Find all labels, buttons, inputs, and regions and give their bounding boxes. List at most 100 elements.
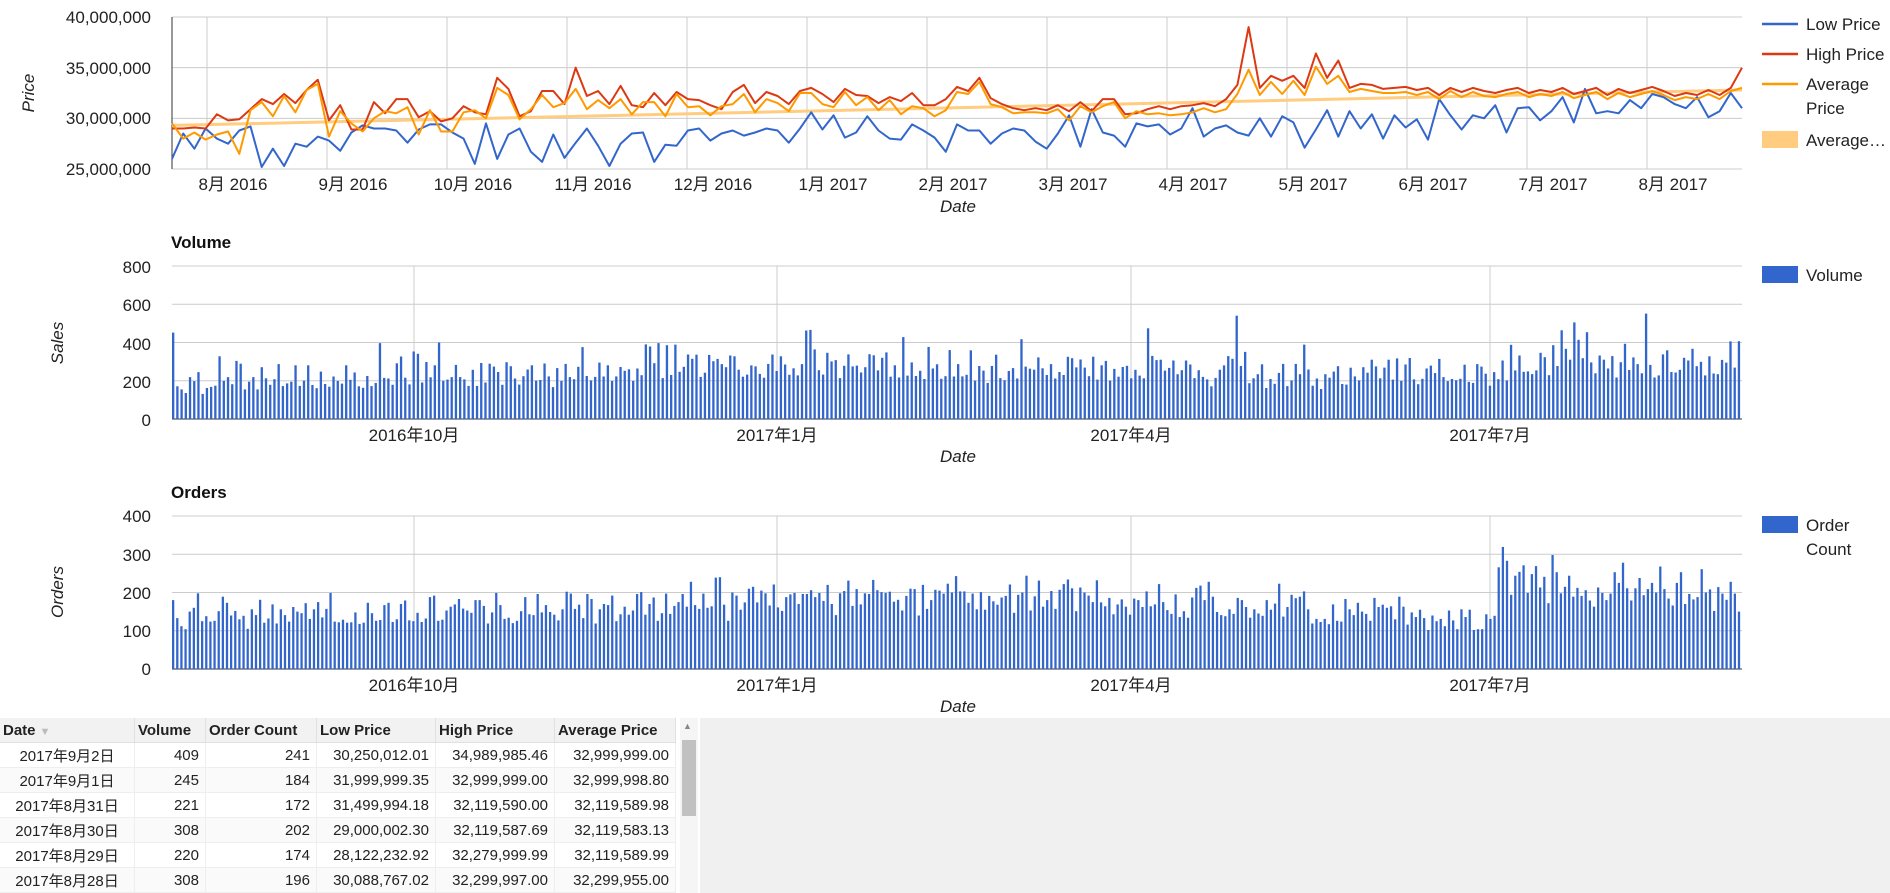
orders-bar	[1075, 611, 1078, 669]
volume-bar	[247, 381, 251, 419]
table-row[interactable]: 2017年8月29日 220 174 28,122,232.92 32,279,…	[0, 842, 676, 868]
volume-bar	[1243, 351, 1247, 419]
orders-bar	[1414, 617, 1418, 669]
legend-item-high-price[interactable]: High Price	[1762, 45, 1884, 64]
orders-bar	[760, 590, 763, 669]
volume-bar	[1332, 371, 1335, 419]
orders-bar	[934, 589, 937, 669]
orders-bar	[1186, 617, 1190, 669]
orders-bar	[544, 605, 548, 669]
orders-bar	[337, 622, 340, 669]
legend-item-average-trend[interactable]: Average…	[1762, 131, 1886, 150]
orders-bar	[880, 592, 883, 669]
volume-bar	[340, 383, 344, 419]
volume-bar	[1640, 373, 1644, 419]
orders-bar	[395, 619, 398, 669]
volume-bar	[615, 376, 618, 419]
volume-bar	[1130, 378, 1133, 419]
orders-bar	[1650, 582, 1654, 669]
orders-bar	[209, 621, 212, 669]
scrollbar-thumb[interactable]	[682, 740, 696, 816]
volume-bar	[1417, 384, 1420, 419]
volume-bar	[627, 369, 631, 419]
orders-bar	[776, 607, 780, 669]
volume-bar	[982, 370, 985, 419]
table-row[interactable]: 2017年8月31日 221 172 31,499,994.18 32,119,…	[0, 792, 676, 818]
orders-bar	[1489, 618, 1492, 669]
legend-item-average-price[interactable]: Average Price	[1762, 75, 1874, 118]
orders-bar	[466, 610, 469, 669]
volume-bar	[1113, 368, 1116, 419]
orders-bar	[1050, 591, 1053, 669]
orders-bar	[1460, 609, 1463, 669]
table-scrollbar[interactable]: ▲	[680, 718, 698, 893]
volume-bar	[758, 373, 761, 419]
volume-bar	[868, 354, 871, 419]
volume-bar	[792, 368, 795, 419]
orders-bar	[673, 605, 676, 669]
column-header-order-count[interactable]: Order Count	[205, 718, 317, 743]
column-header-high-price[interactable]: High Price	[435, 718, 555, 743]
orders-bar	[1257, 613, 1260, 669]
orders-bar	[1481, 629, 1484, 669]
orders-bar	[892, 601, 896, 669]
orders-bar	[1617, 582, 1621, 669]
volume-bar	[1720, 359, 1724, 419]
column-header-average-price[interactable]: Average Price	[554, 718, 676, 743]
volume-bar	[1016, 378, 1019, 419]
orders-bar	[710, 606, 713, 669]
volume-bar	[1370, 359, 1373, 419]
orders-legend[interactable]: Order Count	[1762, 516, 1854, 559]
column-header-low-price[interactable]: Low Price	[316, 718, 436, 743]
orders-bar	[279, 609, 282, 669]
column-header-volume[interactable]: Volume	[134, 718, 206, 743]
orders-x-tick-label: 2017年4月	[1090, 676, 1171, 695]
volume-bar	[1096, 379, 1099, 419]
volume-bar	[779, 356, 783, 419]
cell-average-price: 32,119,589.98	[554, 792, 676, 818]
volume-bar	[572, 379, 576, 419]
scroll-up-icon[interactable]: ▲	[683, 721, 692, 731]
table-row[interactable]: 2017年9月2日 409 241 30,250,012.01 34,989,9…	[0, 742, 676, 768]
volume-bar	[1087, 376, 1091, 419]
volume-bar	[767, 363, 770, 419]
orders-bar	[238, 619, 241, 669]
volume-y-tick-label: 400	[123, 335, 151, 354]
volume-bar	[1134, 369, 1137, 419]
orders-bar	[1182, 611, 1186, 669]
volume-bar	[1522, 371, 1525, 419]
volume-bar	[1032, 369, 1036, 419]
orders-bar	[1568, 575, 1571, 669]
orders-chart-title: Orders	[171, 483, 227, 502]
orders-bar	[267, 618, 270, 669]
orders-bar	[321, 617, 324, 669]
orders-bar	[1253, 609, 1256, 669]
data-table-container: Date ▼ Volume Order Count Low Price High …	[0, 718, 700, 893]
orders-bar	[1692, 599, 1695, 669]
volume-bar	[1395, 358, 1399, 419]
volume-legend[interactable]: Volume	[1762, 266, 1863, 285]
price-x-tick-label: 5月 2017	[1279, 175, 1348, 194]
volume-bar	[1421, 378, 1424, 419]
table-row[interactable]: 2017年9月1日 245 184 31,999,999.35 32,999,9…	[0, 767, 676, 793]
volume-bar	[1357, 380, 1361, 419]
volume-bar	[1661, 354, 1665, 419]
orders-bar	[1659, 566, 1662, 669]
volume-bar	[1649, 364, 1652, 419]
volume-bar	[1691, 348, 1694, 419]
volume-bar	[1429, 365, 1433, 419]
volume-bar	[788, 374, 791, 419]
table-row[interactable]: 2017年8月28日 308 196 30,088,767.02 32,299,…	[0, 867, 676, 893]
orders-bar	[287, 621, 291, 669]
cell-high-price: 32,119,590.00	[435, 792, 555, 818]
volume-bar	[1632, 357, 1635, 419]
column-header-date[interactable]: Date ▼	[0, 718, 135, 743]
price-x-axis-title: Date	[940, 197, 976, 216]
orders-bar	[714, 577, 717, 669]
volume-bar	[1480, 366, 1483, 419]
table-row[interactable]: 2017年8月30日 308 202 29,000,002.30 32,119,…	[0, 817, 676, 843]
volume-bar	[1682, 357, 1686, 419]
volume-bar	[184, 393, 187, 419]
cell-average-price: 32,119,589.99	[554, 842, 676, 868]
legend-item-low-price[interactable]: Low Price	[1762, 15, 1881, 34]
